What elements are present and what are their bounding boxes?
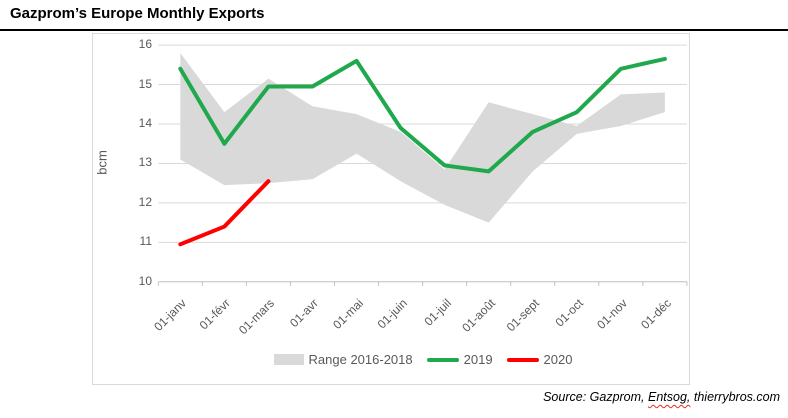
title-divider bbox=[0, 29, 788, 31]
y-tick-label-15: 15 bbox=[138, 76, 152, 91]
y-tick-label-10: 10 bbox=[138, 273, 152, 288]
legend-item-range: Range 2016-2018 bbox=[273, 352, 413, 367]
legend-item-2020: 2020 bbox=[506, 352, 573, 367]
legend: Range 2016-2018 2019 2020 bbox=[158, 352, 688, 367]
source-prefix: Source: Gazprom, bbox=[543, 390, 648, 404]
y-tick-label-16: 16 bbox=[138, 37, 152, 52]
series-2020-line bbox=[178, 179, 271, 247]
legend-label-range: Range 2016-2018 bbox=[308, 352, 413, 367]
source-note: Source: Gazprom, Entsog, thierrybros.com bbox=[543, 390, 780, 404]
y-axis-title: bcm bbox=[94, 150, 110, 175]
series-2019-line bbox=[178, 56, 667, 174]
y-tick-label-14: 14 bbox=[138, 116, 152, 130]
series-2019-swatch bbox=[426, 357, 459, 362]
chart-title: Gazprom’s Europe Monthly Exports bbox=[10, 5, 265, 22]
y-tick-label-12: 12 bbox=[138, 194, 152, 209]
source-suffix: thierrybros.com bbox=[690, 390, 780, 404]
legend-label-2020: 2020 bbox=[543, 352, 573, 367]
range-band-swatch bbox=[273, 354, 304, 365]
y-tick-label-11: 11 bbox=[139, 234, 152, 249]
legend-item-2019: 2019 bbox=[426, 352, 493, 367]
series-2020-swatch bbox=[506, 357, 539, 362]
legend-label-2019: 2019 bbox=[463, 352, 493, 367]
source-spellchecked-word: Entsog, bbox=[648, 390, 691, 404]
y-tick-label-13: 13 bbox=[138, 155, 152, 170]
range-band-area bbox=[180, 52, 665, 223]
